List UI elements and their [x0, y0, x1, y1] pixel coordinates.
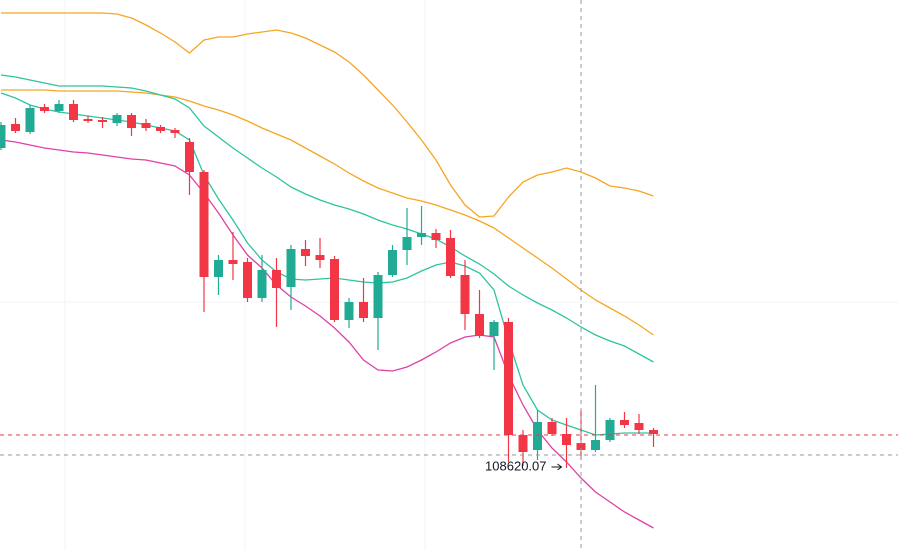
candle-body — [518, 435, 528, 452]
indicator-line — [0, 139, 654, 529]
candle-body — [489, 322, 499, 336]
candle-body — [359, 302, 368, 318]
candle-body — [533, 422, 542, 450]
candle-body — [431, 233, 441, 240]
candle-body — [185, 142, 194, 172]
candle-body — [127, 115, 136, 128]
candle-body — [605, 420, 615, 440]
candle-body — [591, 440, 600, 450]
candle-body — [170, 130, 180, 133]
candle-body — [40, 107, 49, 111]
candle-body — [69, 104, 78, 120]
candle-body — [562, 434, 571, 445]
candle-body — [460, 275, 470, 314]
candle-body — [199, 172, 209, 277]
candle-body — [301, 249, 310, 256]
candle-body — [475, 314, 484, 336]
candle-body — [0, 125, 6, 148]
candle-body — [634, 423, 644, 430]
candle-body — [315, 255, 325, 260]
indicator-line — [0, 92, 654, 436]
candle-body — [417, 233, 426, 237]
candle-body — [402, 237, 412, 250]
candle-body — [228, 260, 238, 264]
candle-body — [330, 259, 339, 320]
candle-body — [504, 322, 513, 435]
candle-body — [98, 120, 107, 122]
low-arrow-head — [557, 463, 563, 471]
candle-body — [344, 302, 354, 320]
candle-body — [446, 238, 455, 276]
candle-body — [649, 430, 658, 434]
candle-body — [547, 422, 557, 434]
candle-body — [54, 104, 64, 111]
candle-body — [286, 249, 296, 287]
candle-body — [25, 108, 35, 132]
indicator-line — [0, 74, 654, 363]
candle-body — [141, 123, 151, 128]
candle-body — [243, 262, 252, 298]
indicator-line — [1, 89, 654, 336]
candle-body — [156, 127, 165, 131]
indicator-line — [1, 12, 654, 218]
low-price-label: 108620.07 — [485, 458, 546, 473]
candle-body — [576, 443, 586, 450]
candle-body — [257, 270, 267, 298]
candle-body — [214, 260, 223, 277]
candle-body — [272, 270, 281, 288]
candle-body — [620, 420, 629, 425]
candle-body — [388, 250, 397, 275]
candle-body — [112, 115, 122, 123]
candle-body — [373, 275, 383, 318]
candle-body — [11, 124, 20, 131]
candle-body — [83, 119, 93, 121]
